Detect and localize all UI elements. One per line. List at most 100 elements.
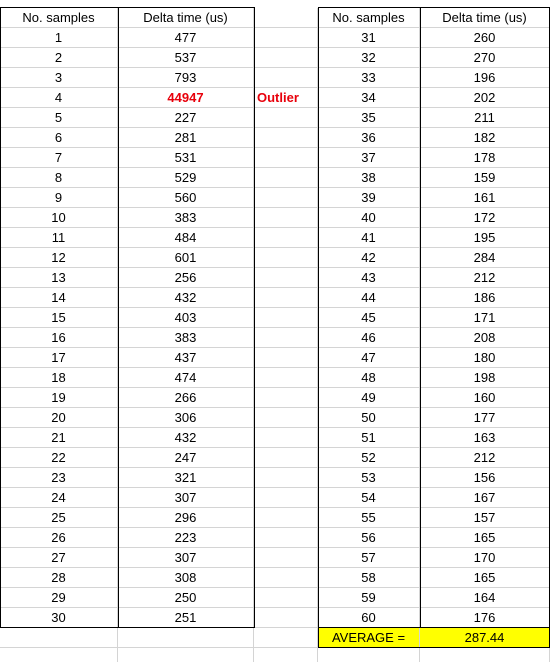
- right-delta-time-cell[interactable]: 161: [420, 188, 550, 208]
- empty-cell[interactable]: [254, 168, 318, 188]
- empty-cell[interactable]: [254, 628, 318, 648]
- left-delta-time-cell[interactable]: 601: [118, 248, 254, 268]
- left-sample-number-cell[interactable]: 19: [0, 388, 118, 408]
- right-sample-number-cell[interactable]: 49: [318, 388, 420, 408]
- right-delta-time-cell[interactable]: 164: [420, 588, 550, 608]
- empty-cell[interactable]: [118, 648, 254, 662]
- right-delta-time-cell[interactable]: 284: [420, 248, 550, 268]
- left-sample-number-cell[interactable]: 8: [0, 168, 118, 188]
- right-sample-number-cell[interactable]: 56: [318, 528, 420, 548]
- left-delta-time-cell[interactable]: 281: [118, 128, 254, 148]
- right-delta-time-cell[interactable]: 172: [420, 208, 550, 228]
- right-delta-time-cell[interactable]: 212: [420, 448, 550, 468]
- right-sample-number-cell[interactable]: 31: [318, 28, 420, 48]
- empty-cell[interactable]: [0, 648, 118, 662]
- right-delta-time-cell[interactable]: 178: [420, 148, 550, 168]
- right-sample-number-cell[interactable]: 34: [318, 88, 420, 108]
- empty-cell[interactable]: [254, 288, 318, 308]
- left-delta-time-cell[interactable]: 308: [118, 568, 254, 588]
- right-sample-number-cell[interactable]: 44: [318, 288, 420, 308]
- right-sample-number-cell[interactable]: 55: [318, 508, 420, 528]
- right-delta-time-cell[interactable]: 186: [420, 288, 550, 308]
- left-delta-time-cell[interactable]: 223: [118, 528, 254, 548]
- left-delta-time-cell[interactable]: 250: [118, 588, 254, 608]
- right-delta-time-cell[interactable]: 177: [420, 408, 550, 428]
- empty-cell[interactable]: [254, 648, 318, 662]
- left-sample-number-cell[interactable]: 16: [0, 328, 118, 348]
- empty-cell[interactable]: [254, 328, 318, 348]
- right-delta-time-cell[interactable]: 212: [420, 268, 550, 288]
- empty-cell[interactable]: [254, 588, 318, 608]
- empty-cell[interactable]: [254, 48, 318, 68]
- empty-cell[interactable]: [254, 108, 318, 128]
- outlier-label[interactable]: Outlier: [254, 88, 318, 108]
- left-sample-number-cell[interactable]: 28: [0, 568, 118, 588]
- left-delta-time-cell[interactable]: 403: [118, 308, 254, 328]
- right-sample-number-cell[interactable]: 47: [318, 348, 420, 368]
- empty-cell[interactable]: [254, 268, 318, 288]
- left-delta-time-cell[interactable]: 437: [118, 348, 254, 368]
- right-delta-time-cell[interactable]: 165: [420, 568, 550, 588]
- left-delta-time-cell[interactable]: 474: [118, 368, 254, 388]
- empty-cell[interactable]: [254, 608, 318, 628]
- left-sample-number-cell[interactable]: 29: [0, 588, 118, 608]
- left-sample-number-cell[interactable]: 9: [0, 188, 118, 208]
- right-sample-number-cell[interactable]: 39: [318, 188, 420, 208]
- left-sample-number-cell[interactable]: 22: [0, 448, 118, 468]
- left-sample-number-cell[interactable]: 10: [0, 208, 118, 228]
- right-delta-time-cell[interactable]: 260: [420, 28, 550, 48]
- left-delta-time-cell[interactable]: 321: [118, 468, 254, 488]
- left-delta-time-cell[interactable]: 306: [118, 408, 254, 428]
- empty-cell[interactable]: [254, 188, 318, 208]
- left-sample-number-cell[interactable]: 30: [0, 608, 118, 628]
- empty-cell[interactable]: [254, 208, 318, 228]
- empty-cell[interactable]: [254, 308, 318, 328]
- left-sample-number-cell[interactable]: 26: [0, 528, 118, 548]
- right-delta-time-cell[interactable]: 159: [420, 168, 550, 188]
- right-delta-time-cell[interactable]: 182: [420, 128, 550, 148]
- left-delta-time-cell[interactable]: 247: [118, 448, 254, 468]
- left-delta-time-cell[interactable]: 484: [118, 228, 254, 248]
- empty-cell[interactable]: [254, 228, 318, 248]
- empty-cell[interactable]: [254, 28, 318, 48]
- empty-cell[interactable]: [254, 128, 318, 148]
- right-sample-number-cell[interactable]: 48: [318, 368, 420, 388]
- right-delta-time-cell[interactable]: 167: [420, 488, 550, 508]
- right-sample-number-cell[interactable]: 45: [318, 308, 420, 328]
- right-delta-time-cell[interactable]: 171: [420, 308, 550, 328]
- left-header-no-samples[interactable]: No. samples: [0, 8, 118, 28]
- right-delta-time-cell[interactable]: 202: [420, 88, 550, 108]
- average-value-cell[interactable]: 287.44: [420, 628, 550, 648]
- right-sample-number-cell[interactable]: 50: [318, 408, 420, 428]
- left-delta-time-cell[interactable]: 477: [118, 28, 254, 48]
- right-sample-number-cell[interactable]: 57: [318, 548, 420, 568]
- right-sample-number-cell[interactable]: 37: [318, 148, 420, 168]
- left-delta-time-cell[interactable]: 529: [118, 168, 254, 188]
- left-sample-number-cell[interactable]: 25: [0, 508, 118, 528]
- right-header-delta-time[interactable]: Delta time (us): [420, 8, 550, 28]
- empty-cell[interactable]: [254, 448, 318, 468]
- left-sample-number-cell[interactable]: 24: [0, 488, 118, 508]
- right-sample-number-cell[interactable]: 33: [318, 68, 420, 88]
- right-sample-number-cell[interactable]: 60: [318, 608, 420, 628]
- left-delta-time-cell[interactable]: 560: [118, 188, 254, 208]
- left-sample-number-cell[interactable]: 17: [0, 348, 118, 368]
- empty-cell[interactable]: [254, 408, 318, 428]
- left-delta-time-cell[interactable]: 251: [118, 608, 254, 628]
- left-sample-number-cell[interactable]: 6: [0, 128, 118, 148]
- right-sample-number-cell[interactable]: 53: [318, 468, 420, 488]
- empty-cell[interactable]: [254, 148, 318, 168]
- left-delta-time-cell[interactable]: 227: [118, 108, 254, 128]
- right-sample-number-cell[interactable]: 59: [318, 588, 420, 608]
- right-sample-number-cell[interactable]: 36: [318, 128, 420, 148]
- left-sample-number-cell[interactable]: 3: [0, 68, 118, 88]
- right-delta-time-cell[interactable]: 195: [420, 228, 550, 248]
- right-sample-number-cell[interactable]: 52: [318, 448, 420, 468]
- empty-cell[interactable]: [254, 388, 318, 408]
- empty-cell[interactable]: [254, 568, 318, 588]
- empty-cell[interactable]: [254, 548, 318, 568]
- left-sample-number-cell[interactable]: 21: [0, 428, 118, 448]
- left-sample-number-cell[interactable]: 14: [0, 288, 118, 308]
- left-sample-number-cell[interactable]: 13: [0, 268, 118, 288]
- empty-cell[interactable]: [118, 628, 254, 648]
